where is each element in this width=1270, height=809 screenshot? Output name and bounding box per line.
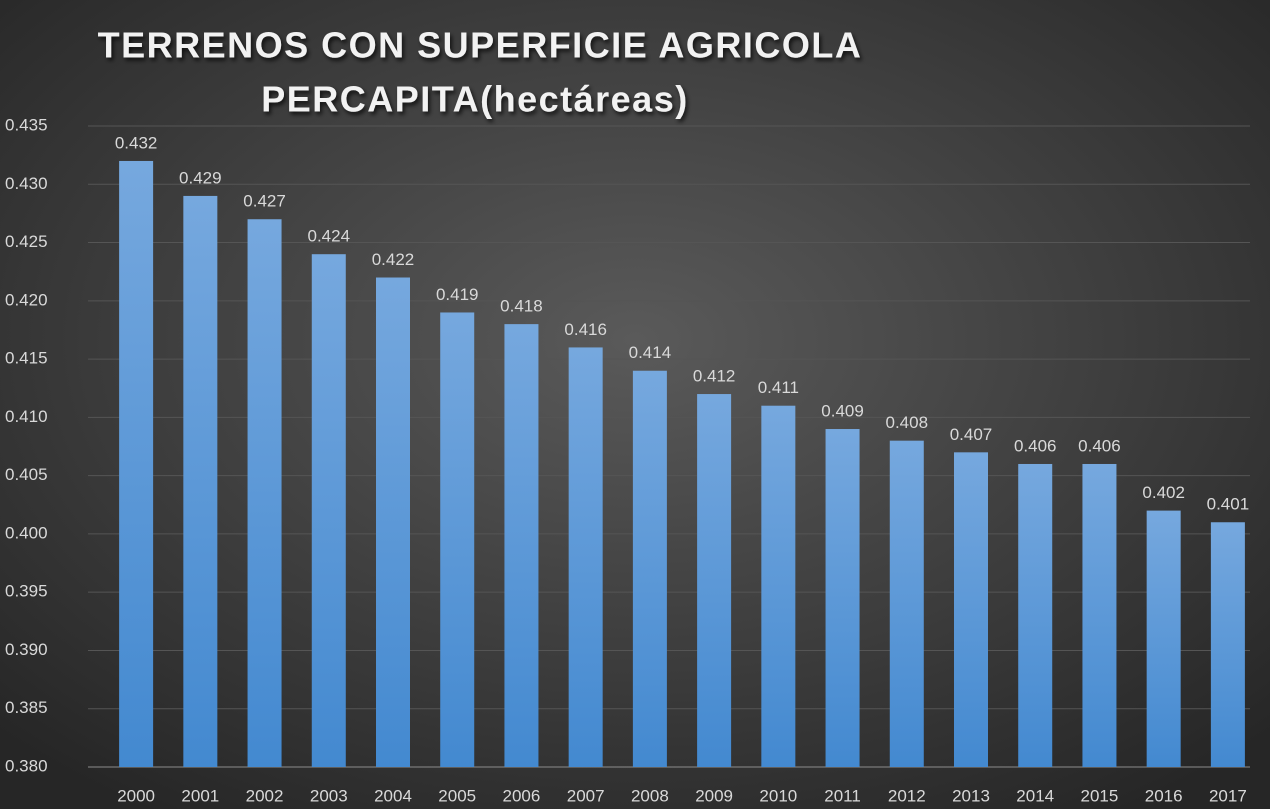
bar xyxy=(632,370,667,767)
bar xyxy=(1018,463,1053,767)
x-tick-label: 2005 xyxy=(438,786,476,805)
data-label: 0.401 xyxy=(1207,495,1250,514)
y-tick-label: 0.430 xyxy=(5,174,48,193)
x-tick-label: 2003 xyxy=(310,786,348,805)
data-label: 0.407 xyxy=(950,425,993,444)
bar xyxy=(440,312,475,767)
x-tick-label: 2011 xyxy=(824,786,861,805)
x-tick-label: 2013 xyxy=(952,786,990,805)
bar xyxy=(376,277,410,767)
y-tick-label: 0.415 xyxy=(5,349,48,368)
data-label: 0.412 xyxy=(693,367,736,386)
x-tick-label: 2007 xyxy=(567,786,605,805)
y-tick-label: 0.400 xyxy=(5,523,48,542)
bar xyxy=(1082,463,1117,767)
x-tick-label: 2017 xyxy=(1209,786,1247,805)
data-label: 0.414 xyxy=(629,343,672,362)
x-tick-label: 2016 xyxy=(1145,786,1183,805)
bar xyxy=(761,405,796,767)
x-tick-label: 2014 xyxy=(1016,786,1054,805)
y-tick-label: 0.405 xyxy=(5,465,48,484)
bar xyxy=(568,347,603,767)
x-tick-label: 2008 xyxy=(631,786,669,805)
data-label: 0.411 xyxy=(758,378,799,397)
data-label: 0.419 xyxy=(436,285,479,304)
bar xyxy=(504,324,539,767)
chart-title: PERCAPITA(hectáreas) xyxy=(261,79,688,120)
bar xyxy=(183,195,218,768)
x-tick-label: 2012 xyxy=(888,786,926,805)
data-label: 0.406 xyxy=(1078,436,1121,455)
x-tick-label: 2000 xyxy=(117,786,155,805)
x-tick-label: 2002 xyxy=(246,786,284,805)
data-label: 0.406 xyxy=(1014,436,1057,455)
data-label: 0.402 xyxy=(1142,483,1185,502)
bar xyxy=(697,394,732,767)
data-label: 0.432 xyxy=(115,133,158,152)
data-label: 0.427 xyxy=(243,192,286,211)
y-tick-label: 0.425 xyxy=(5,232,48,251)
y-tick-label: 0.395 xyxy=(5,582,48,601)
y-tick-label: 0.385 xyxy=(5,698,48,717)
bar xyxy=(954,452,988,767)
bar xyxy=(119,160,154,768)
chart-title: TERRENOS CON SUPERFICIE AGRICOLA xyxy=(98,25,863,66)
data-label: 0.422 xyxy=(372,250,415,269)
bar xyxy=(825,429,860,767)
bar xyxy=(247,219,282,768)
data-label: 0.418 xyxy=(500,297,543,316)
data-label: 0.408 xyxy=(886,413,929,432)
data-label: 0.409 xyxy=(821,402,864,421)
bar xyxy=(1146,510,1181,767)
y-tick-label: 0.435 xyxy=(5,115,48,134)
bar xyxy=(1210,522,1245,767)
bar xyxy=(889,440,924,767)
y-tick-label: 0.420 xyxy=(5,290,48,309)
x-tick-label: 2015 xyxy=(1081,786,1119,805)
data-label: 0.416 xyxy=(564,320,607,339)
x-tick-label: 2001 xyxy=(181,786,219,805)
data-label: 0.429 xyxy=(179,168,222,187)
y-tick-label: 0.390 xyxy=(5,640,48,659)
y-tick-label: 0.380 xyxy=(5,756,48,775)
x-tick-label: 2010 xyxy=(759,786,797,805)
x-tick-label: 2006 xyxy=(503,786,541,805)
bar xyxy=(311,254,346,767)
data-label: 0.424 xyxy=(308,227,351,246)
y-tick-label: 0.410 xyxy=(5,407,48,426)
x-tick-label: 2004 xyxy=(374,786,412,805)
x-tick-label: 2009 xyxy=(695,786,733,805)
